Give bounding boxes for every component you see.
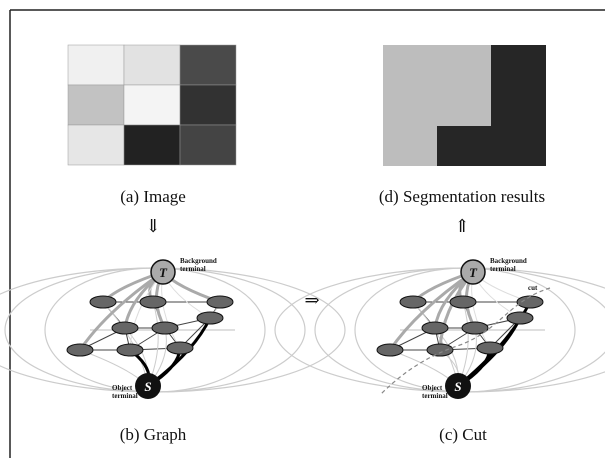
pixel — [68, 85, 124, 125]
figure: (a) Image (d) Segmentation results ⇓ ⇑ ⇒… — [0, 0, 605, 458]
pixel — [68, 45, 124, 85]
terminal-label: T — [469, 265, 478, 280]
pixel-node — [207, 296, 233, 308]
caption: (d) Segmentation results — [379, 187, 545, 206]
pixel — [180, 85, 236, 125]
arrow: ⇑ — [454, 216, 469, 236]
pixel — [124, 125, 180, 165]
terminal-note: Object — [422, 384, 443, 392]
terminal-label: T — [159, 265, 168, 280]
pixel-node — [450, 296, 476, 308]
pixel-node — [140, 296, 166, 308]
pixel — [180, 125, 236, 165]
pixel — [124, 45, 180, 85]
terminal-note: terminal — [112, 392, 138, 400]
image-grid — [68, 45, 236, 165]
terminal-note: Background — [180, 257, 217, 265]
pixel — [180, 45, 236, 85]
pixel-node — [517, 296, 543, 308]
cut-label: cut — [528, 284, 538, 292]
caption: (c) Cut — [439, 425, 487, 444]
terminal-note: terminal — [490, 265, 516, 273]
terminal-note: terminal — [422, 392, 448, 400]
terminal-note: Object — [112, 384, 133, 392]
caption: (b) Graph — [120, 425, 187, 444]
pixel-node — [67, 344, 93, 356]
pixel — [68, 125, 124, 165]
terminal-label: S — [144, 379, 151, 394]
pixel-node — [400, 296, 426, 308]
pixel-node — [167, 342, 193, 354]
pixel-node — [422, 322, 448, 334]
page: { "image": {"caption": "(a) Image", "cel… — [0, 0, 605, 458]
pixel-node — [197, 312, 223, 324]
pixel-node — [427, 344, 453, 356]
pixel-node — [117, 344, 143, 356]
pixel-node — [477, 342, 503, 354]
pixel-node — [507, 312, 533, 324]
pixel-node — [377, 344, 403, 356]
pixel-node — [152, 322, 178, 334]
pixel-node — [112, 322, 138, 334]
pixel-node — [90, 296, 116, 308]
caption: (a) Image — [120, 187, 186, 206]
terminal-note: Background — [490, 257, 527, 265]
terminal-note: terminal — [180, 265, 206, 273]
terminal-label: S — [454, 379, 461, 394]
pixel — [124, 85, 180, 125]
segmentation-result — [383, 45, 546, 166]
arrow: ⇓ — [145, 216, 160, 236]
